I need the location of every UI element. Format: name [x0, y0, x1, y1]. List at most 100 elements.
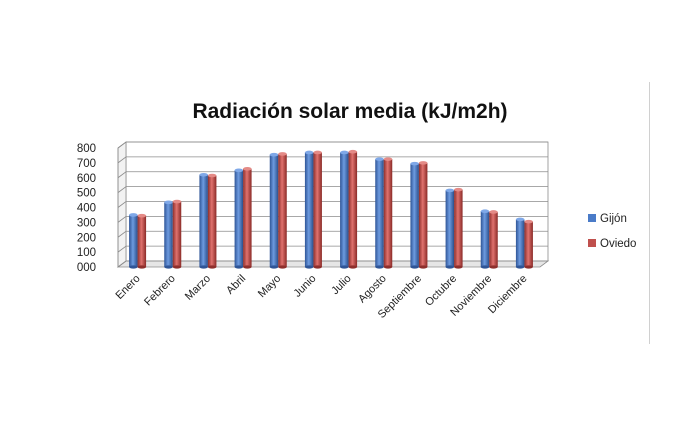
bar-top	[313, 150, 322, 155]
bar	[515, 217, 525, 269]
bar	[418, 161, 428, 269]
bar-top	[524, 219, 533, 224]
x-tick-label: Febrero	[142, 273, 178, 309]
bar	[340, 150, 349, 269]
bar-base	[129, 265, 138, 269]
bars	[129, 149, 533, 269]
bar-base	[137, 265, 147, 269]
bar	[410, 161, 419, 269]
bar-top	[375, 157, 384, 161]
bar-top	[418, 161, 428, 165]
right-edge-line	[649, 82, 650, 344]
gridline	[117, 171, 548, 179]
bar-top	[340, 150, 349, 155]
bar-base	[234, 265, 244, 269]
bar	[278, 152, 287, 269]
bar-top	[243, 167, 252, 171]
bar-body	[269, 154, 279, 267]
bar-body	[172, 201, 182, 267]
gridline	[117, 186, 548, 193]
legend-swatch	[588, 214, 596, 222]
bar-body	[313, 152, 322, 267]
x-tick-label: Diciembre	[486, 273, 529, 316]
y-tick-label: 500	[77, 188, 96, 200]
bar-top	[164, 200, 173, 205]
bar	[164, 200, 173, 269]
bar-top	[172, 199, 182, 204]
bar-base	[410, 265, 419, 269]
x-tick-label: Agosto	[356, 273, 389, 306]
bar	[489, 210, 498, 269]
bar-top	[515, 217, 525, 222]
legend: Gijón Oviedo	[588, 213, 636, 250]
bar-top	[207, 173, 217, 178]
bar-base	[383, 265, 393, 269]
x-tick-label: Julio	[329, 273, 353, 297]
bar-body	[243, 168, 252, 267]
bar-body	[164, 202, 173, 267]
y-tick-label: 400	[77, 203, 96, 215]
gridline	[117, 156, 548, 164]
gridline	[117, 245, 548, 253]
gridline	[117, 230, 548, 238]
legend-swatch	[588, 239, 596, 247]
bar-top	[234, 168, 244, 173]
bar-base	[418, 265, 428, 269]
chart-title: Radiación solar media (kJ/m2h)	[192, 100, 507, 123]
bar-body	[199, 174, 208, 267]
bar-top	[199, 172, 208, 177]
bar-body	[348, 151, 358, 267]
bar-body	[340, 152, 349, 267]
y-tick-label: 800	[77, 143, 96, 155]
bar-body	[418, 162, 428, 267]
bar-base	[340, 265, 349, 269]
y-tick-label: 000	[77, 262, 96, 274]
bar	[243, 167, 252, 269]
bar-top	[129, 213, 138, 217]
bar	[445, 188, 455, 269]
bar-base	[480, 265, 490, 269]
bar-top	[489, 210, 498, 214]
bar-base	[199, 265, 208, 269]
bar-base	[164, 265, 173, 269]
bar	[348, 149, 358, 269]
bar	[375, 157, 384, 269]
bar-base	[489, 265, 498, 269]
y-tick-label: 200	[77, 232, 96, 244]
bar-body	[480, 211, 490, 267]
y-tick-label: 300	[77, 217, 96, 229]
grid	[116, 141, 550, 268]
bar-base	[515, 265, 525, 269]
bar-base	[243, 265, 252, 269]
bar-top	[348, 149, 358, 154]
bar	[524, 219, 533, 269]
legend-label: Oviedo	[600, 238, 636, 250]
bar-body	[207, 175, 217, 267]
bar	[137, 213, 147, 269]
bar-base	[454, 265, 463, 269]
bar-base	[524, 265, 533, 269]
bar	[199, 172, 208, 269]
bar-base	[304, 265, 314, 269]
bar-body	[375, 159, 384, 267]
x-tick-label: Junio	[291, 273, 318, 300]
bar-top	[480, 209, 490, 214]
x-tick-label: Marzo	[183, 273, 213, 303]
bar-body	[304, 152, 314, 267]
bar-body	[524, 221, 533, 267]
bar-base	[207, 265, 217, 269]
bar	[129, 213, 138, 269]
bar-top	[269, 152, 279, 157]
bar-body	[383, 159, 393, 267]
bar-base	[278, 265, 287, 269]
bar-base	[313, 265, 322, 269]
bar-base	[172, 265, 182, 269]
y-tick-label: 700	[77, 158, 96, 170]
x-axis: Enero Febrero Marzo Abril Mayo Junio Julio Agos…	[113, 273, 529, 321]
bar	[234, 168, 244, 269]
x-tick-label: Enero	[113, 273, 142, 302]
x-tick-label: Mayo	[256, 273, 284, 301]
bar-top	[410, 161, 419, 166]
bar-base	[348, 265, 358, 269]
